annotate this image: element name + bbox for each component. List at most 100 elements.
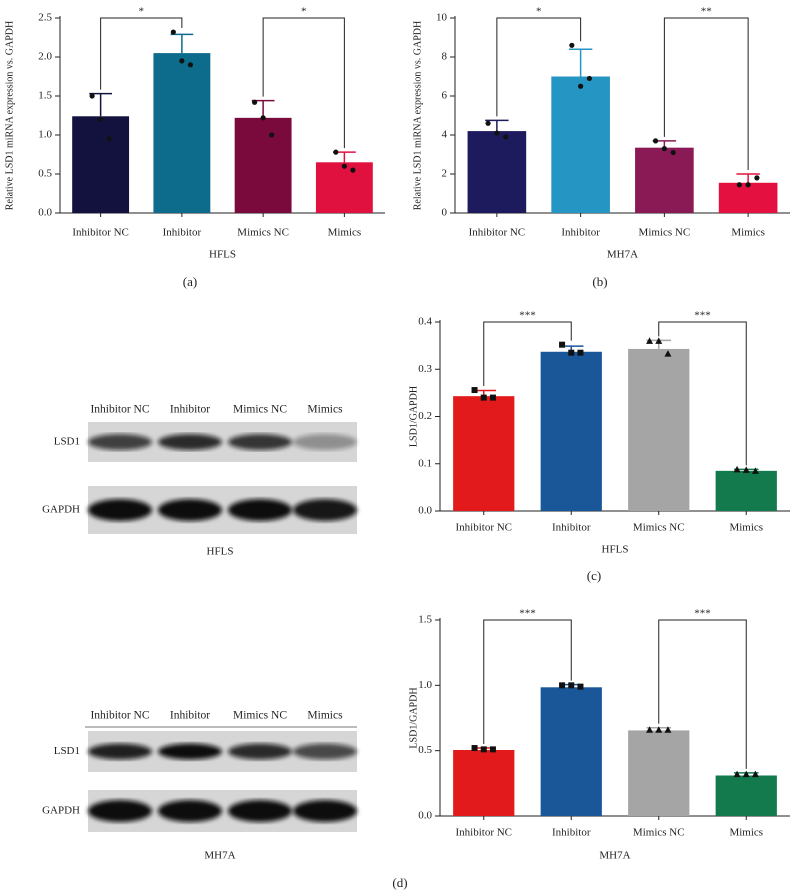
x-tick-label: Inhibitor NC bbox=[72, 227, 129, 239]
data-point bbox=[646, 726, 654, 733]
data-point bbox=[664, 726, 672, 733]
x-axis-label: MH7A bbox=[607, 249, 638, 261]
x-tick-label: Mimics NC bbox=[639, 227, 691, 239]
data-point bbox=[489, 746, 496, 753]
blot-band bbox=[293, 800, 357, 822]
y-tick-label: 6 bbox=[442, 90, 448, 102]
blot-band bbox=[88, 434, 152, 450]
data-point bbox=[577, 349, 584, 356]
data-point bbox=[733, 465, 741, 473]
data-point bbox=[577, 683, 584, 690]
row-label: LSD1 bbox=[54, 745, 80, 757]
y-tick-label: 1.5 bbox=[38, 90, 52, 102]
blot-band bbox=[158, 499, 222, 521]
significance-bracket bbox=[658, 321, 747, 466]
blot-band bbox=[158, 800, 222, 822]
bar bbox=[315, 162, 373, 213]
x-tick-label: Mimics bbox=[729, 827, 763, 839]
y-tick-label: 0 bbox=[442, 207, 448, 219]
x-tick-label: Mimics bbox=[328, 227, 362, 239]
significance-label: ** bbox=[701, 6, 712, 18]
x-tick-label: Inhibitor bbox=[552, 522, 591, 534]
data-point bbox=[655, 726, 663, 733]
data-point bbox=[350, 167, 356, 173]
y-tick-label: 0.3 bbox=[418, 363, 432, 375]
blot-band bbox=[228, 800, 292, 822]
x-axis-label: HFLS bbox=[602, 544, 629, 556]
blot-band bbox=[228, 743, 292, 760]
data-point bbox=[251, 99, 258, 105]
blot-band bbox=[293, 499, 357, 521]
y-tick-label: 4 bbox=[442, 129, 448, 141]
data-point bbox=[170, 29, 176, 35]
bar bbox=[467, 131, 527, 213]
y-tick-label: 2.0 bbox=[38, 51, 52, 63]
data-point bbox=[260, 115, 266, 121]
data-point bbox=[754, 175, 760, 181]
lane-label: Mimics NC bbox=[233, 404, 287, 416]
error-bar bbox=[568, 48, 593, 77]
bar bbox=[551, 76, 610, 213]
data-point bbox=[98, 116, 104, 122]
y-tick-label: 10 bbox=[436, 12, 448, 24]
lane-label: Inhibitor bbox=[170, 710, 210, 722]
data-point bbox=[751, 467, 759, 474]
data-point bbox=[751, 770, 759, 778]
data-point bbox=[569, 42, 575, 48]
lane-label: Inhibitor NC bbox=[90, 710, 149, 722]
data-point bbox=[485, 120, 491, 126]
data-point bbox=[341, 163, 347, 169]
bar bbox=[234, 117, 292, 213]
blot-band bbox=[228, 434, 292, 450]
panel-label: (b) bbox=[592, 274, 607, 289]
data-point bbox=[187, 62, 194, 68]
y-tick-label: 0.5 bbox=[418, 744, 432, 756]
y-tick-label: 1.0 bbox=[418, 679, 432, 691]
bar bbox=[153, 53, 211, 213]
significance-bracket bbox=[496, 17, 582, 117]
y-tick-label: 0.4 bbox=[418, 316, 432, 328]
y-tick-label: 0.5 bbox=[38, 168, 52, 180]
blot-band bbox=[228, 499, 292, 521]
error-bar bbox=[485, 119, 509, 132]
data-point bbox=[494, 130, 500, 136]
row-label: LSD1 bbox=[54, 436, 80, 448]
data-point bbox=[89, 93, 95, 99]
bar bbox=[453, 750, 515, 816]
data-point bbox=[670, 149, 676, 156]
y-tick-label: 2.5 bbox=[38, 12, 52, 24]
data-point bbox=[568, 682, 575, 689]
bar bbox=[635, 147, 694, 213]
bar bbox=[715, 470, 777, 511]
lane-label: Mimics NC bbox=[233, 710, 287, 722]
data-point bbox=[480, 394, 487, 401]
data-point bbox=[664, 350, 672, 357]
y-tick-label: 0.2 bbox=[418, 410, 432, 422]
significance-label: *** bbox=[694, 608, 711, 620]
data-point bbox=[745, 182, 751, 188]
data-point bbox=[568, 349, 575, 356]
bar bbox=[715, 775, 777, 816]
x-tick-label: Inhibitor bbox=[163, 227, 202, 239]
data-point bbox=[106, 136, 112, 142]
bar bbox=[540, 351, 602, 511]
y-axis-label: LSD1/GAPDH bbox=[408, 386, 419, 447]
y-tick-label: 8 bbox=[442, 51, 448, 63]
x-tick-label: Inhibitor NC bbox=[455, 827, 512, 839]
y-tick-label: 1.0 bbox=[38, 129, 52, 141]
data-point bbox=[736, 182, 742, 188]
data-point bbox=[559, 682, 566, 689]
lane-label: Mimics bbox=[307, 404, 343, 416]
data-point bbox=[333, 149, 339, 155]
significance-bracket bbox=[658, 619, 747, 769]
y-tick-label: 0.1 bbox=[418, 457, 432, 469]
x-tick-label: Inhibitor NC bbox=[469, 227, 526, 239]
data-point bbox=[503, 134, 509, 140]
y-axis-label: Relative LSD1 miRNA expression vs. GAPDH bbox=[4, 21, 15, 210]
x-tick-label: Inhibitor bbox=[561, 227, 600, 239]
row-label: GAPDH bbox=[42, 504, 80, 516]
bar bbox=[540, 687, 602, 816]
panel-label: (d) bbox=[392, 875, 407, 890]
blot-band bbox=[293, 743, 357, 760]
